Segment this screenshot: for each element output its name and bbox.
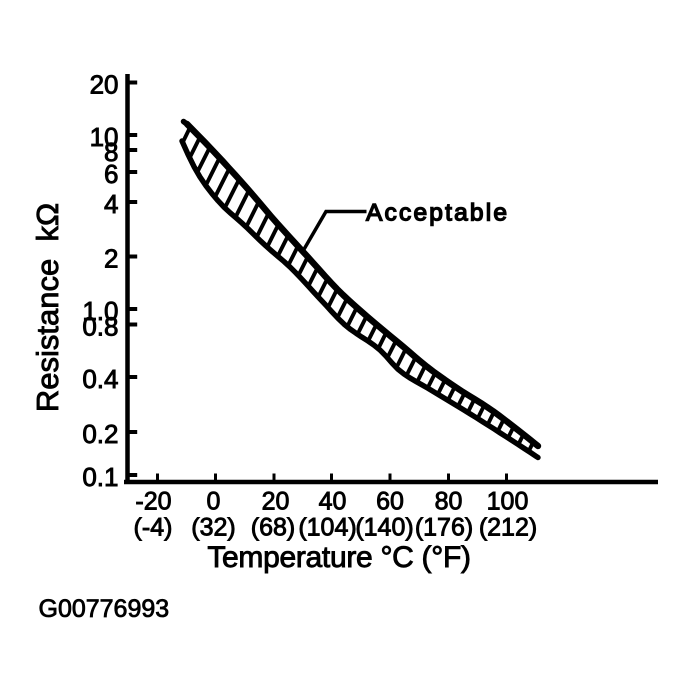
svg-text:(68): (68) bbox=[251, 514, 295, 542]
svg-text:Temperature °C (°F): Temperature °C (°F) bbox=[207, 541, 470, 574]
svg-text:0: 0 bbox=[207, 488, 221, 516]
svg-text:80: 80 bbox=[435, 488, 463, 516]
svg-text:(-4): (-4) bbox=[134, 514, 173, 542]
svg-text:2: 2 bbox=[104, 244, 118, 274]
svg-text:20: 20 bbox=[262, 488, 290, 516]
svg-text:4: 4 bbox=[104, 189, 118, 219]
svg-text:0.8: 0.8 bbox=[82, 312, 118, 342]
svg-text:-20: -20 bbox=[135, 488, 171, 516]
svg-text:(212): (212) bbox=[479, 514, 537, 542]
svg-text:(176): (176) bbox=[415, 514, 473, 542]
svg-text:10: 10 bbox=[90, 122, 119, 152]
svg-text:8: 8 bbox=[104, 137, 118, 167]
svg-text:100: 100 bbox=[487, 488, 529, 516]
svg-text:0.1: 0.1 bbox=[82, 462, 118, 492]
svg-text:G00776993: G00776993 bbox=[39, 595, 170, 623]
svg-text:(32): (32) bbox=[191, 514, 235, 542]
svg-text:(104): (104) bbox=[298, 514, 356, 542]
svg-text:Acceptable: Acceptable bbox=[366, 200, 509, 227]
svg-text:6: 6 bbox=[104, 159, 118, 189]
svg-text:(140): (140) bbox=[355, 514, 413, 542]
svg-text:60: 60 bbox=[376, 488, 404, 516]
svg-text:Resistance kΩ: Resistance kΩ bbox=[30, 203, 65, 412]
svg-text:0.4: 0.4 bbox=[82, 364, 118, 394]
svg-text:20: 20 bbox=[90, 70, 119, 100]
svg-text:0.2: 0.2 bbox=[82, 419, 118, 449]
svg-text:1.0: 1.0 bbox=[82, 296, 118, 326]
svg-text:40: 40 bbox=[319, 488, 347, 516]
